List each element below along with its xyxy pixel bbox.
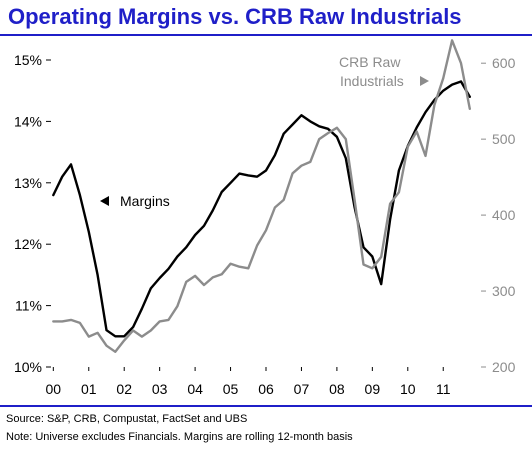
x-tick-label: 10 bbox=[400, 381, 416, 397]
footer-rule bbox=[0, 405, 532, 407]
crb-label-line-1: CRB Raw bbox=[339, 54, 401, 70]
axes-group: 10% 11% 12% 13% 14% 15% 200 300 400 500 600 00 01 02 0… bbox=[14, 52, 516, 397]
chart-title: Operating Margins vs. CRB Raw Industrial… bbox=[8, 4, 462, 29]
x-tick-label: 00 bbox=[46, 381, 62, 397]
y-right-tick-label: 400 bbox=[492, 207, 516, 223]
x-tick-label: 09 bbox=[365, 381, 381, 397]
x-tick-label: 07 bbox=[294, 381, 310, 397]
y-left-tick-label: 11% bbox=[15, 298, 42, 314]
x-tick-label: 05 bbox=[223, 381, 239, 397]
x-tick-label: 03 bbox=[152, 381, 168, 397]
series-group bbox=[52, 39, 471, 353]
x-tick-label: 06 bbox=[258, 381, 274, 397]
y-left-tick-label: 10% bbox=[14, 359, 42, 375]
y-right-tick-label: 600 bbox=[492, 55, 516, 71]
y-right-tick-label: 500 bbox=[492, 131, 516, 147]
crb-label-line-2: Industrials bbox=[340, 73, 404, 89]
crb-series-line bbox=[52, 39, 471, 353]
x-tick-label: 11 bbox=[436, 381, 451, 397]
y-left-tick-label: 13% bbox=[14, 175, 42, 191]
crb-arrow-icon bbox=[420, 76, 429, 86]
margins-series-line bbox=[52, 80, 471, 338]
margins-arrow-icon bbox=[100, 196, 109, 206]
chart-canvas: 10% 11% 12% 13% 14% 15% 200 300 400 500 600 00 01 02 0… bbox=[14, 39, 516, 397]
y-left-tick-label: 15% bbox=[14, 52, 42, 68]
y-left-tick-label: 14% bbox=[14, 113, 42, 129]
universe-note: Note: Universe excludes Financials. Marg… bbox=[6, 431, 353, 443]
margins-label: Margins bbox=[120, 193, 170, 209]
title-rule bbox=[0, 34, 532, 36]
x-tick-label: 02 bbox=[116, 381, 132, 397]
y-right-tick-label: 300 bbox=[492, 283, 516, 299]
y-right-tick-label: 200 bbox=[492, 359, 516, 375]
y-left-tick-label: 12% bbox=[14, 236, 42, 252]
labels-group: Margins CRB Raw Industrials bbox=[100, 54, 429, 209]
x-tick-label: 01 bbox=[81, 381, 97, 397]
source-note: Source: S&P, CRB, Compustat, FactSet and… bbox=[6, 413, 248, 425]
x-tick-label: 04 bbox=[187, 381, 203, 397]
x-tick-label: 08 bbox=[329, 381, 345, 397]
